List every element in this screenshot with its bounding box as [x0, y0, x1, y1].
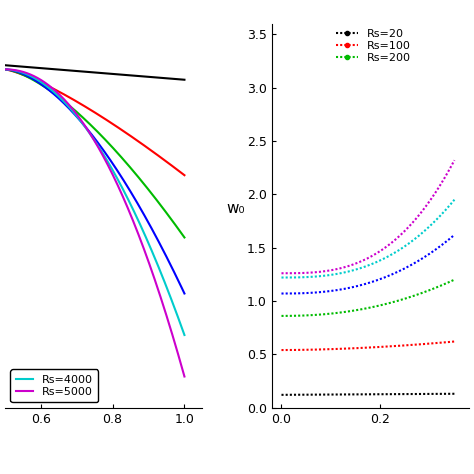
Y-axis label: w₀: w₀	[226, 201, 245, 216]
Legend: Rs=20, Rs=100, Rs=200: Rs=20, Rs=100, Rs=200	[332, 26, 414, 66]
Legend: Rs=4000, Rs=5000: Rs=4000, Rs=5000	[10, 369, 98, 402]
